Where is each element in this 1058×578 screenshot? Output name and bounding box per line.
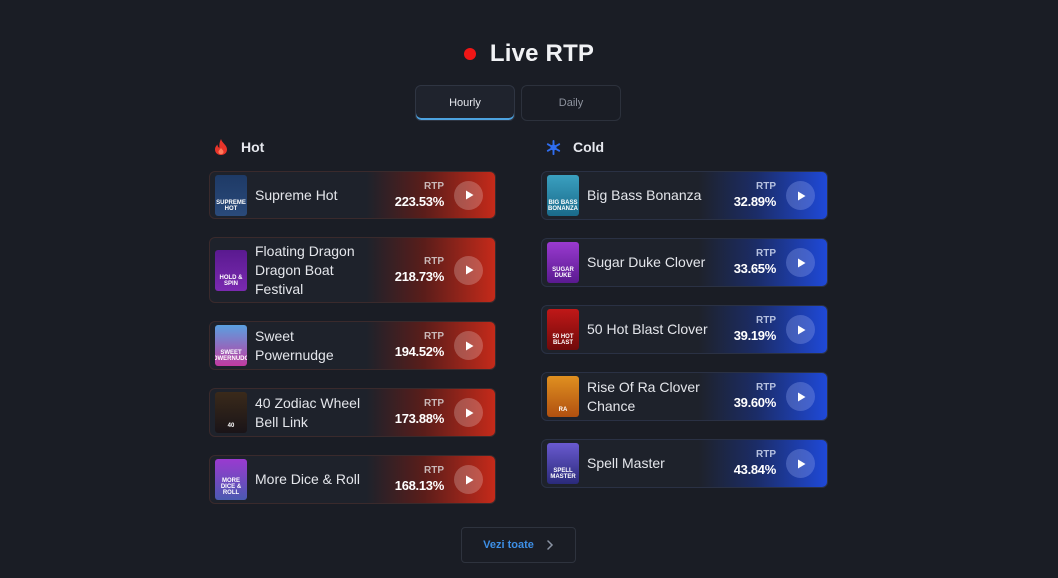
game-name: 40 Zodiac Wheel Bell Link (255, 394, 361, 430)
game-name: 50 Hot Blast Clover (587, 321, 708, 337)
play-icon (797, 191, 805, 200)
game-card[interactable]: BIG BASS BONANZA Big Bass Bonanza RTP 32… (541, 171, 828, 220)
rtp-value: 218.73% (394, 268, 445, 284)
rtp-value: 39.60% (733, 395, 777, 410)
play-icon (465, 475, 473, 484)
rtp-label: RTP (756, 181, 776, 192)
rtp-label: RTP (756, 248, 776, 259)
rtp-label: RTP (424, 465, 444, 476)
game-name: Supreme Hot (255, 186, 338, 203)
rtp-value: 173.88% (394, 411, 445, 426)
play-icon (797, 459, 805, 468)
rtp-block: RTP 194.52% (370, 331, 445, 360)
game-name: Big Bass Bonanza (587, 187, 702, 203)
play-icon (465, 265, 473, 275)
rtp-block: RTP 218.73% (370, 255, 445, 285)
rtp-block: RTP 173.88% (370, 398, 445, 427)
play-button[interactable] (454, 465, 483, 494)
tab-daily[interactable]: Daily (521, 85, 621, 121)
hot-label: Hot (241, 139, 265, 155)
title-text: Live RTP (489, 40, 595, 67)
hot-column: Hot SUPREME HOT Supreme Hot RTP 223.53% … (209, 138, 496, 504)
game-card[interactable]: 50 HOT BLAST 50 Hot Blast Clover RTP 39.… (541, 305, 828, 354)
snowflake-icon (545, 139, 561, 155)
game-name: Spell Master (587, 455, 665, 471)
game-thumbnail: SUPREME HOT (215, 174, 247, 216)
game-name: Sugar Duke Clover (587, 254, 706, 270)
rtp-block: RTP 33.65% (711, 248, 777, 277)
rtp-label: RTP (424, 331, 444, 342)
rtp-label: RTP (424, 398, 444, 409)
rtp-label: RTP (756, 449, 776, 460)
game-thumbnail: 50 HOT BLAST (547, 309, 579, 350)
game-card[interactable]: HOLD & SPIN Floating Dragon Dragon Boat … (209, 237, 496, 303)
play-button[interactable] (786, 449, 815, 478)
see-all-label: Vezi toate (483, 539, 534, 551)
play-button[interactable] (786, 248, 815, 277)
rtp-value: 223.53% (394, 193, 445, 209)
period-tabs: Hourly Daily (415, 85, 621, 121)
tab-hourly[interactable]: Hourly (415, 85, 515, 121)
play-icon (465, 408, 473, 417)
play-button[interactable] (454, 180, 483, 210)
play-button[interactable] (454, 331, 483, 360)
rtp-value: 33.65% (733, 261, 777, 276)
game-card[interactable]: SUGAR DUKE Sugar Duke Clover RTP 33.65% (541, 238, 828, 287)
rtp-value: 194.52% (394, 344, 445, 359)
game-name: More Dice & Roll (255, 471, 361, 487)
play-icon (797, 258, 805, 267)
rtp-label: RTP (756, 382, 776, 393)
page-title: Live RTP (0, 40, 1058, 68)
game-name: Sweet Powernudge (255, 327, 334, 363)
cold-label: Cold (573, 139, 605, 155)
play-icon (465, 190, 473, 200)
rtp-block: RTP 32.89% (711, 181, 777, 210)
rtp-block: RTP 39.19% (711, 315, 777, 344)
game-thumbnail: SWEET POWERNUDGE (215, 325, 247, 366)
play-button[interactable] (786, 315, 815, 344)
rtp-label: RTP (756, 315, 776, 326)
play-icon (465, 341, 473, 350)
play-button[interactable] (454, 255, 483, 285)
game-name: Rise Of Ra Clover Chance (587, 378, 700, 414)
see-all-button[interactable]: Vezi toate (461, 527, 576, 563)
rtp-block: RTP 168.13% (370, 465, 445, 494)
live-indicator-icon (463, 48, 476, 60)
game-thumbnail: BIG BASS BONANZA (547, 175, 579, 216)
play-icon (797, 392, 805, 401)
game-thumbnail: RA (547, 376, 579, 417)
flame-icon (213, 139, 229, 155)
game-name: Floating Dragon Dragon Boat Festival (255, 242, 355, 297)
rtp-value: 39.19% (733, 328, 777, 343)
chevron-right-icon (547, 540, 553, 550)
game-thumbnail: HOLD & SPIN (215, 249, 247, 291)
game-card[interactable]: MORE DICE & ROLL More Dice & Roll RTP 16… (209, 455, 496, 504)
game-thumbnail: MORE DICE & ROLL (215, 459, 247, 500)
game-thumbnail: SPELL MASTER (547, 443, 579, 484)
rtp-label: RTP (424, 180, 444, 192)
game-card[interactable]: 40 40 Zodiac Wheel Bell Link RTP 173.88% (209, 388, 496, 437)
play-button[interactable] (786, 181, 815, 210)
hot-header: Hot (213, 138, 496, 156)
rtp-value: 168.13% (394, 478, 445, 493)
game-card[interactable]: SWEET POWERNUDGE Sweet Powernudge RTP 19… (209, 321, 496, 370)
cold-column: Cold BIG BASS BONANZA Big Bass Bonanza R… (541, 138, 828, 488)
game-thumbnail: SUGAR DUKE (547, 242, 579, 283)
game-card[interactable]: SUPREME HOT Supreme Hot RTP 223.53% (209, 171, 496, 219)
play-button[interactable] (454, 398, 483, 427)
game-card[interactable]: SPELL MASTER Spell Master RTP 43.84% (541, 439, 828, 488)
play-icon (797, 325, 805, 334)
rtp-label: RTP (424, 255, 444, 267)
rtp-value: 32.89% (733, 194, 777, 209)
rtp-block: RTP 223.53% (370, 180, 445, 210)
rtp-block: RTP 39.60% (711, 382, 777, 411)
rtp-value: 43.84% (733, 462, 777, 477)
cold-header: Cold (545, 138, 828, 156)
game-thumbnail: 40 (215, 392, 247, 433)
play-button[interactable] (786, 382, 815, 411)
game-card[interactable]: RA Rise Of Ra Clover Chance RTP 39.60% (541, 372, 828, 421)
rtp-block: RTP 43.84% (711, 449, 777, 478)
